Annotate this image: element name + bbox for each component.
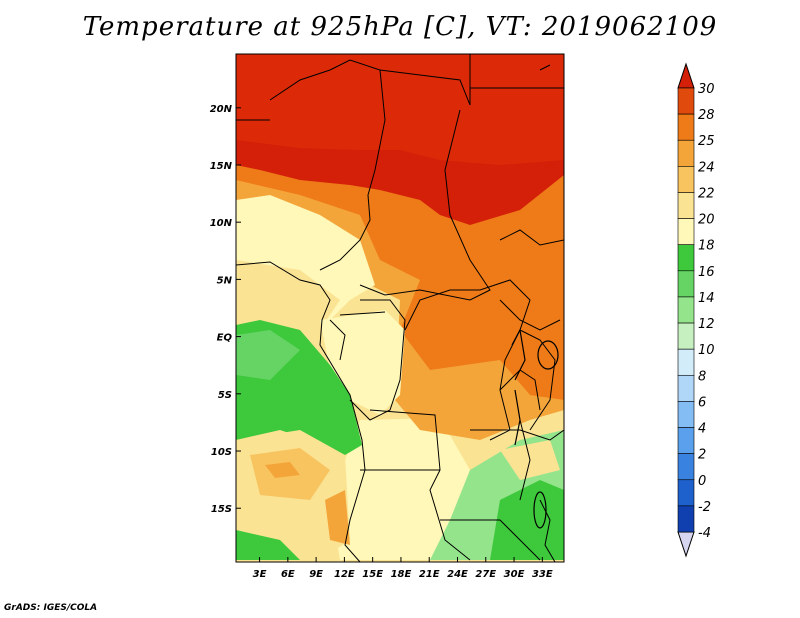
x-tick-label: 3E (253, 569, 267, 580)
lakes (511, 328, 559, 529)
colorbar-box (677, 453, 695, 481)
colorbar-label: 10 (698, 343, 715, 358)
colorbar-box (677, 374, 695, 402)
colorbar-label: 30 (698, 82, 715, 97)
x-tick-label: 27E (475, 569, 496, 580)
field-25-south-ocean (265, 462, 300, 478)
colorbar-label: 8 (698, 369, 706, 384)
colorbar-box (677, 113, 695, 141)
colorbar-box (677, 401, 695, 428)
colorbar-box (677, 87, 695, 115)
colorbar-label: 16 (698, 265, 715, 280)
colorbar-label: 20 (698, 213, 715, 228)
y-tick-label: 5S (218, 390, 232, 401)
field-25-angola (325, 490, 350, 545)
colorbar-label: 12 (698, 317, 715, 332)
colorbar-label: 24 (698, 160, 715, 175)
y-tick-label: 15N (210, 161, 233, 172)
x-tick-label: 12E (334, 569, 355, 580)
field-16-southwest (236, 530, 300, 560)
colorbar-label: 25 (698, 134, 715, 149)
colorbar-box (677, 166, 695, 193)
colorbar-label: 18 (698, 239, 715, 254)
field-20-congo (320, 310, 405, 415)
colorbar-box (677, 270, 695, 298)
colorbar-box (677, 192, 695, 219)
field-22-coast (236, 260, 340, 330)
colorbar-box (677, 348, 695, 376)
x-tick-label: 33E (532, 569, 553, 580)
colorbar-label: 28 (698, 108, 715, 123)
colorbar-label: 4 (698, 422, 706, 437)
chart-title: Temperature at 925hPa [C], VT: 201906210… (82, 12, 718, 42)
colorbar-box (677, 427, 695, 454)
colorbar-box (677, 505, 695, 533)
colorbar-box (677, 322, 695, 350)
colorbar-label: 0 (698, 474, 706, 489)
colorbar-label: -2 (698, 500, 711, 515)
x-tick-label: 15E (362, 569, 383, 580)
y-tick-label: 10N (210, 218, 233, 229)
colorbar-label: 2 (698, 448, 706, 463)
credit-text: GrADS: IGES/COLA (4, 603, 98, 613)
field-14-ocean (236, 330, 300, 380)
colorbar-max-triangle (677, 62, 695, 89)
colorbar-label: 14 (698, 291, 715, 306)
colorbar-box (677, 218, 695, 246)
y-tick-label: 10S (211, 447, 232, 458)
colorbar-label: -4 (698, 526, 711, 541)
colorbar-min-triangle (677, 531, 695, 558)
x-tick-label: 24E (447, 569, 468, 580)
x-axis: 3E 6E 9E 12E 15E 18E 21E 24E 27E 30E 33E (253, 557, 553, 580)
y-tick-label: EQ (217, 333, 233, 344)
colorbar-box (677, 479, 695, 507)
y-tick-label: 20N (210, 104, 233, 115)
x-tick-label: 18E (391, 569, 412, 580)
field-30-core (236, 54, 564, 165)
x-tick-label: 6E (281, 569, 295, 580)
x-tick-label: 30E (504, 569, 525, 580)
x-tick-label: 21E (419, 569, 440, 580)
country-borders (236, 54, 564, 562)
x-tick-label: 9E (309, 569, 323, 580)
y-tick-label: 15S (211, 504, 232, 515)
plot-frame (235, 53, 565, 563)
colorbar-box (677, 296, 695, 324)
colorbar-box (677, 244, 695, 272)
y-tick-label: 5N (217, 275, 233, 286)
temperature-map (236, 54, 564, 562)
colorbar-label: 22 (698, 186, 715, 201)
colorbar-label: 6 (698, 395, 706, 410)
colorbar-box (677, 139, 695, 167)
y-axis: 20N 15N 10N 5N EQ 5S 10S 15S (210, 104, 241, 515)
